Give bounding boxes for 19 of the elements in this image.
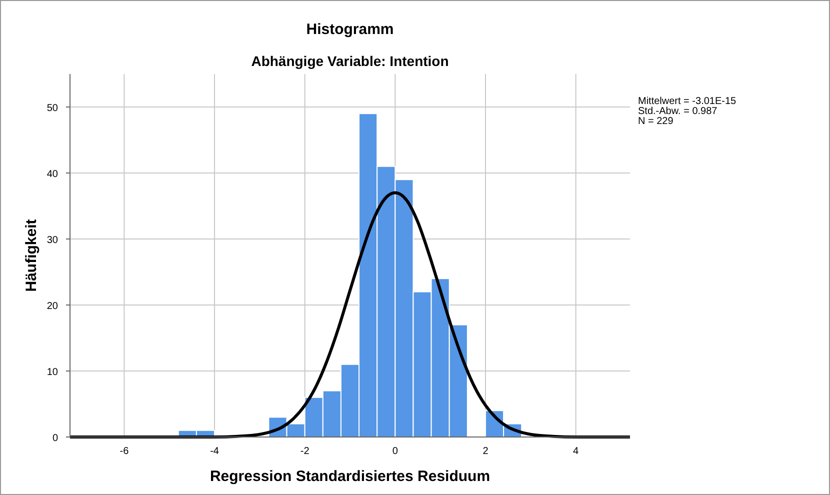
x-tick-label: -6	[120, 446, 130, 457]
y-tick-label: 10	[46, 367, 58, 378]
x-tick-label: -2	[300, 446, 310, 457]
y-tick-label: 0	[52, 433, 58, 444]
text: Mittelwert = -3.01E-15	[638, 96, 737, 107]
y-tick-label: 30	[46, 235, 58, 246]
x-tick-label: -4	[210, 446, 220, 457]
x-tick-label: 4	[573, 446, 580, 457]
chart-subtitle: Abhängige Variable: Intention	[251, 53, 449, 69]
x-tick-label: 0	[392, 446, 398, 457]
text: Std.-Abw. = 0.987	[638, 106, 718, 117]
x-axis-title: Regression Standardisiertes Residuum	[210, 468, 490, 485]
x-tick-label: 2	[482, 446, 489, 457]
y-tick-label: 40	[46, 169, 58, 180]
y-tick-label: 50	[46, 103, 58, 114]
y-tick-label: 20	[46, 301, 58, 312]
chart-title: Histogramm	[306, 21, 394, 38]
y-axis-title: Häufigkeit	[23, 219, 40, 292]
text: N = 229	[638, 116, 674, 127]
